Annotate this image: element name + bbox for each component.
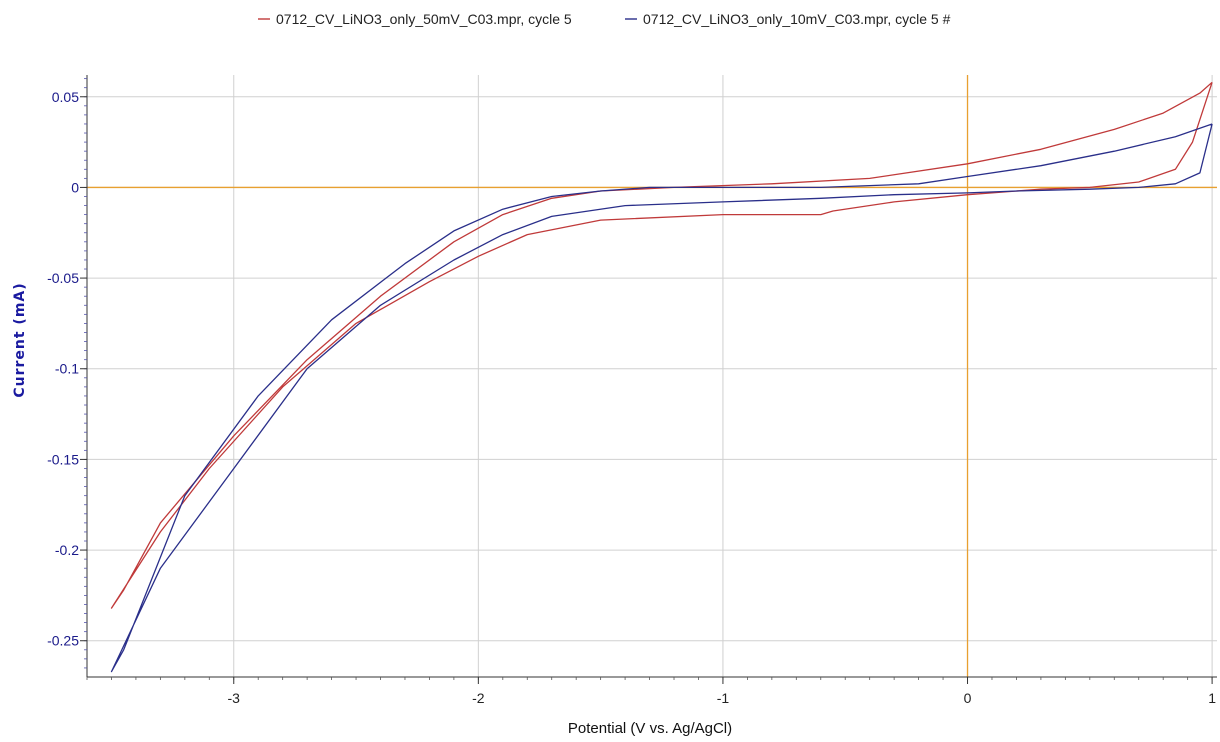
y-tick-label-1: 0 [71,179,79,195]
grid [87,75,1217,677]
legend-label-0: 0712_CV_LiNO3_only_50mV_C03.mpr, cycle 5 [276,11,572,27]
y-tick-label-5: -0.2 [55,542,79,558]
x-tick-label-0: -3 [228,690,241,706]
y-tick-label-2: -0.05 [47,270,79,286]
plot-series [110,81,1213,673]
y-tick-label-6: -0.25 [47,633,79,649]
y-tick-label-0: 0.05 [52,89,79,105]
y-tick-label-4: -0.15 [47,451,79,467]
legend: 0712_CV_LiNO3_only_50mV_C03.mpr, cycle 5… [258,11,951,27]
x-tick-label-4: 1 [1208,690,1216,706]
y-tick-label-3: -0.1 [55,361,79,377]
zero-lines [87,75,1217,677]
legend-label-1: 0712_CV_LiNO3_only_10mV_C03.mpr, cycle 5… [643,11,951,27]
x-tick-label-1: -2 [472,690,485,706]
series-line-1 [110,123,1213,673]
x-axis-label: Potential (V vs. Ag/AgCl) [568,720,732,737]
series-line-0 [110,81,1213,609]
axes: -3 -2 -1 0 1 0.05 0 -0.05 -0.1 -0.15 -0.2 -0.25 [47,75,1217,706]
x-tick-label-2: -1 [717,690,730,706]
y-axis-label: Current (mA) [12,282,28,397]
x-tick-label-3: 0 [964,690,972,706]
